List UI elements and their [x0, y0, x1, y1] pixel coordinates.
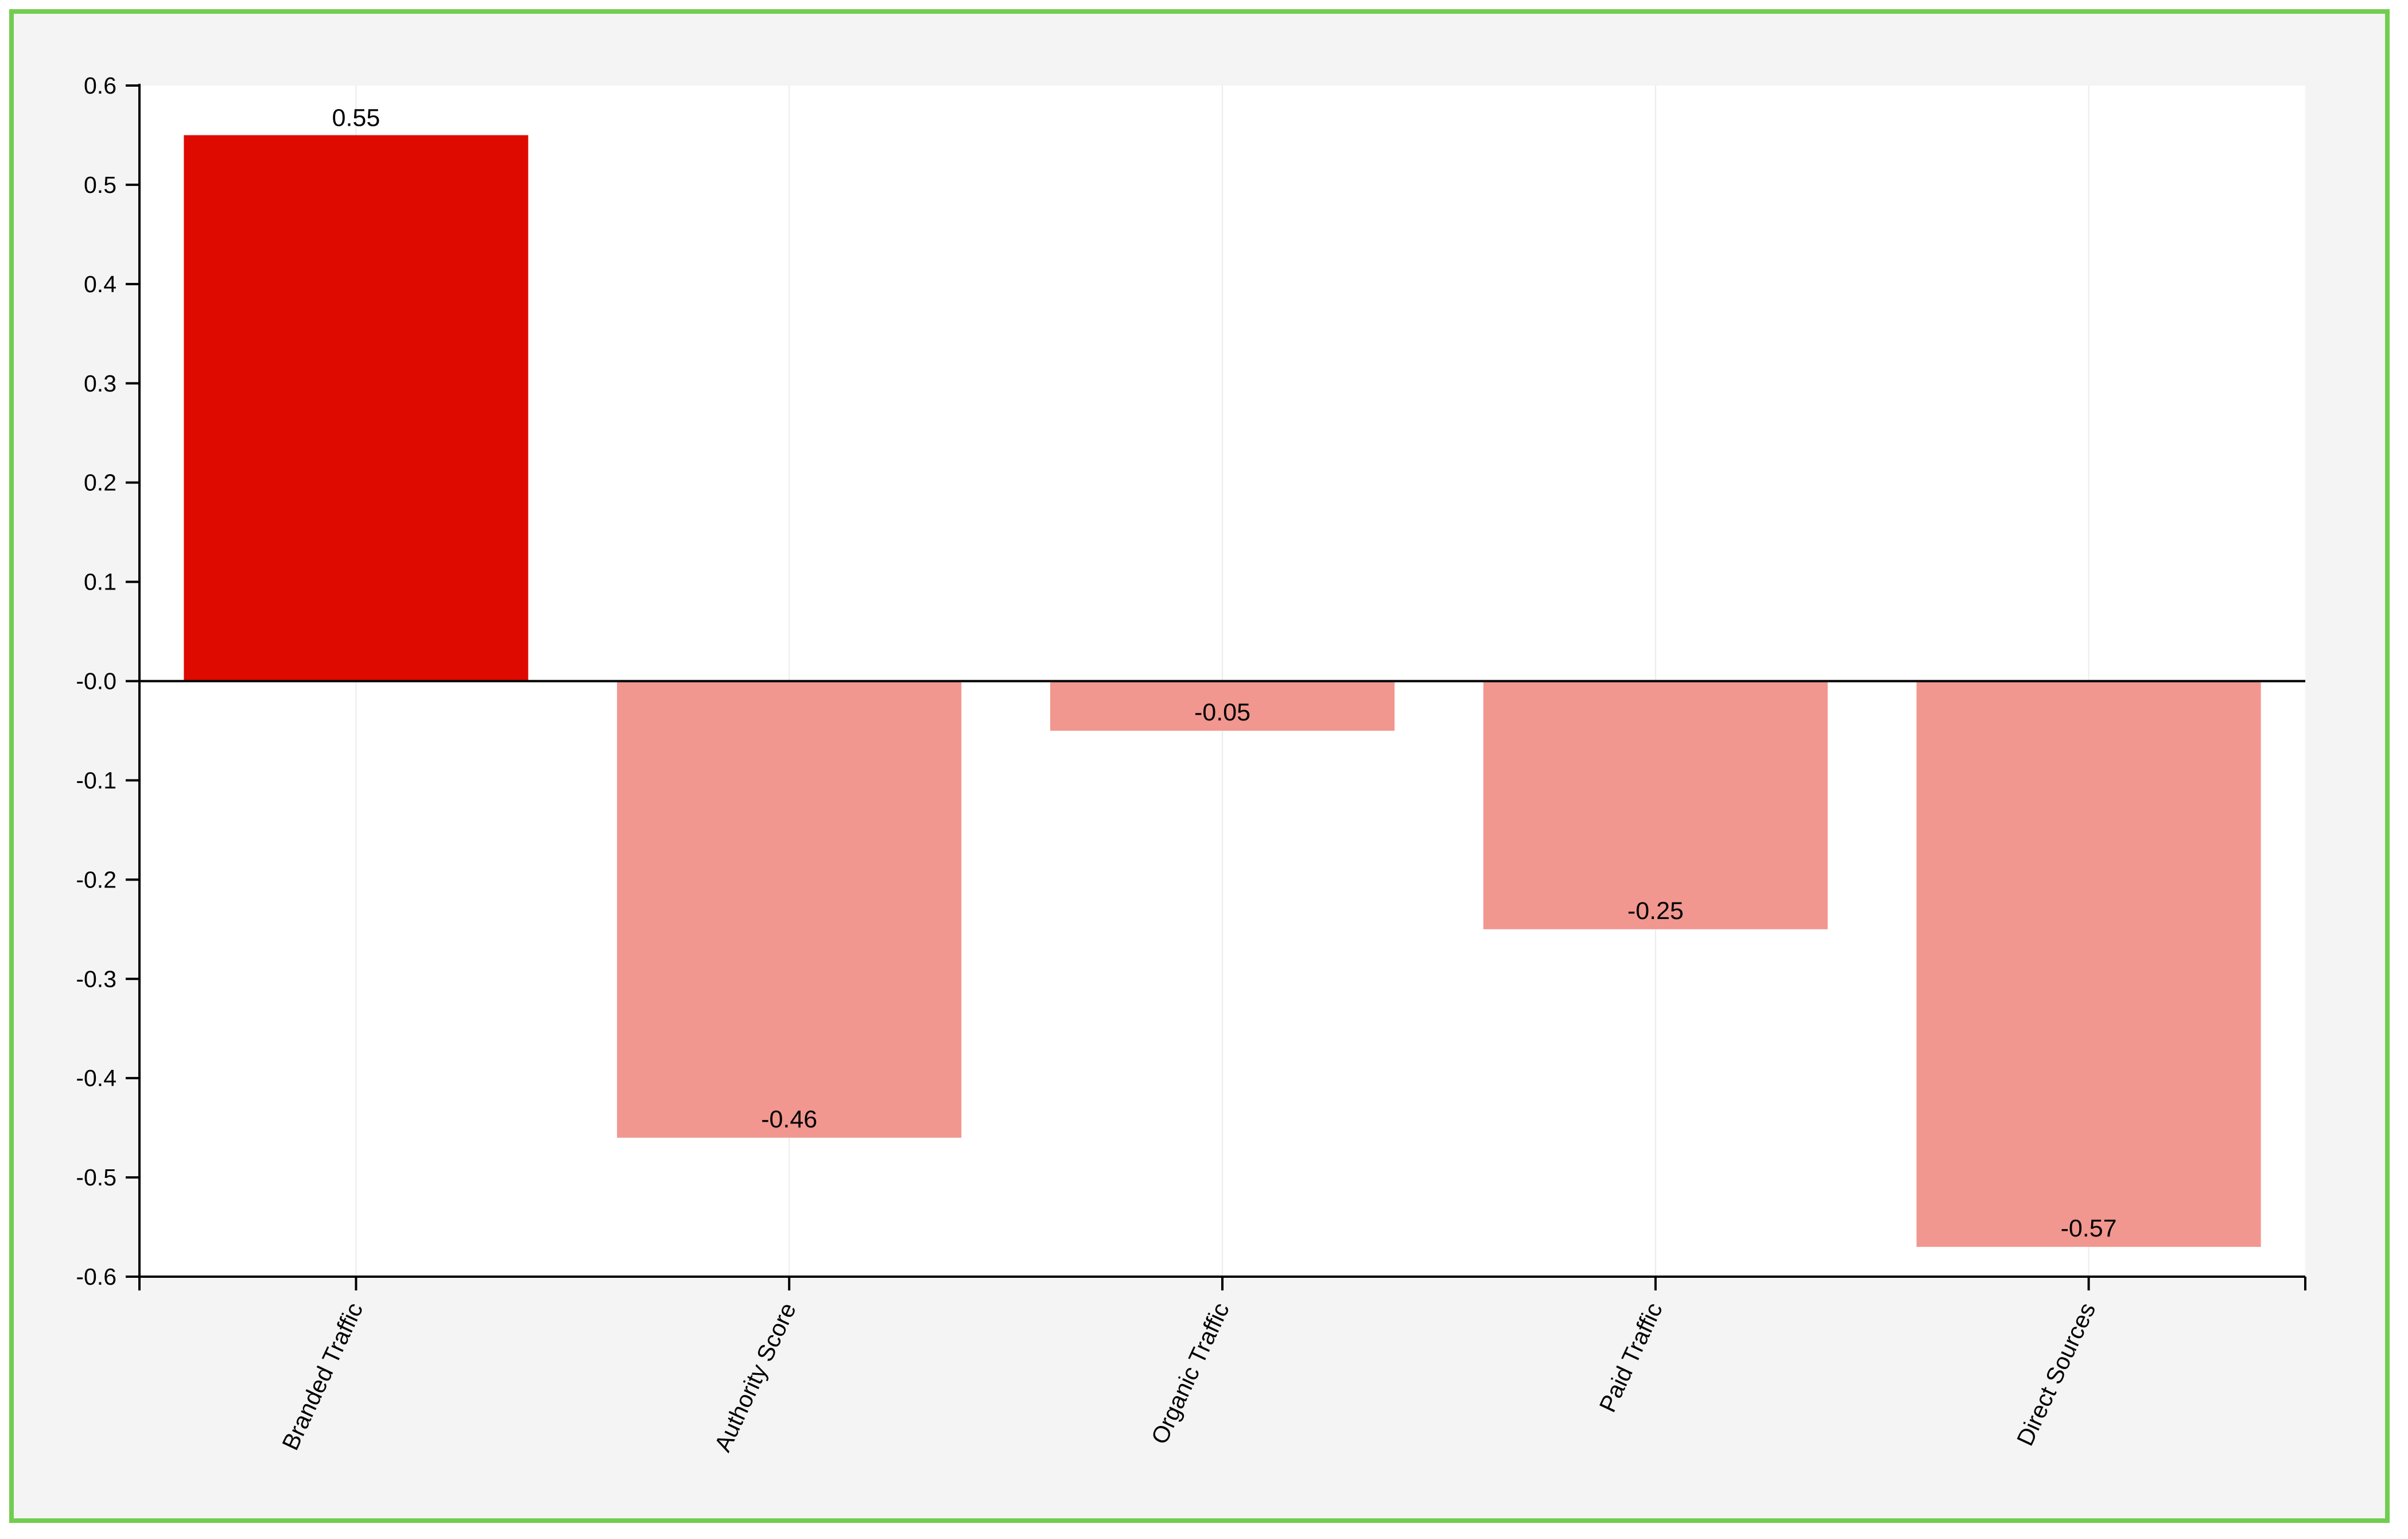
bars [184, 135, 2261, 1247]
bar-chart: 0.6 0.5 0.4 0.3 0.2 0.1 -0.0 -0.1 -0.2 -0.3 -0.4 -0… [76, 72, 2306, 1456]
y-tick-label: 0.6 [84, 72, 116, 99]
bar [617, 681, 962, 1138]
y-tick-label: 0.2 [84, 470, 116, 496]
x-tick-label: Paid Traffic [1594, 1298, 1668, 1416]
y-tick-label: 0.5 [84, 172, 116, 198]
y-tick-label: -0.4 [76, 1065, 116, 1091]
bar [1916, 681, 2261, 1247]
bar [184, 135, 529, 681]
bar [1483, 681, 1828, 929]
y-tick-label: 0.4 [84, 271, 116, 297]
y-tick-label: -0.6 [76, 1263, 116, 1290]
bar [1050, 681, 1395, 731]
chart-frame: 0.6 0.5 0.4 0.3 0.2 0.1 -0.0 -0.1 -0.2 -0.3 -0.4 -0… [9, 9, 2390, 1523]
data-label: -0.25 [1628, 897, 1684, 925]
x-tick-label: Authority Score [709, 1298, 801, 1455]
y-tick-label: -0.1 [76, 767, 116, 793]
x-tick-label: Branded Traffic [277, 1298, 368, 1454]
data-labels: 0.55 -0.46 -0.05 -0.25 -0.57 [332, 104, 2117, 1242]
y-tick-label: -0.5 [76, 1164, 116, 1191]
data-label: -0.05 [1194, 699, 1250, 726]
y-tick-label: 0.1 [84, 569, 116, 595]
y-tick-label: -0.2 [76, 866, 116, 893]
y-tick-label: 0.3 [84, 370, 116, 397]
y-tick-label: -0.3 [76, 966, 116, 992]
data-label: -0.46 [761, 1106, 817, 1133]
data-label: 0.55 [332, 104, 380, 131]
data-label: -0.57 [2061, 1215, 2117, 1242]
x-tick-label: Organic Traffic [1146, 1298, 1234, 1448]
x-tick-label: Direct Sources [2011, 1298, 2100, 1449]
y-tick-label: -0.0 [76, 668, 116, 695]
